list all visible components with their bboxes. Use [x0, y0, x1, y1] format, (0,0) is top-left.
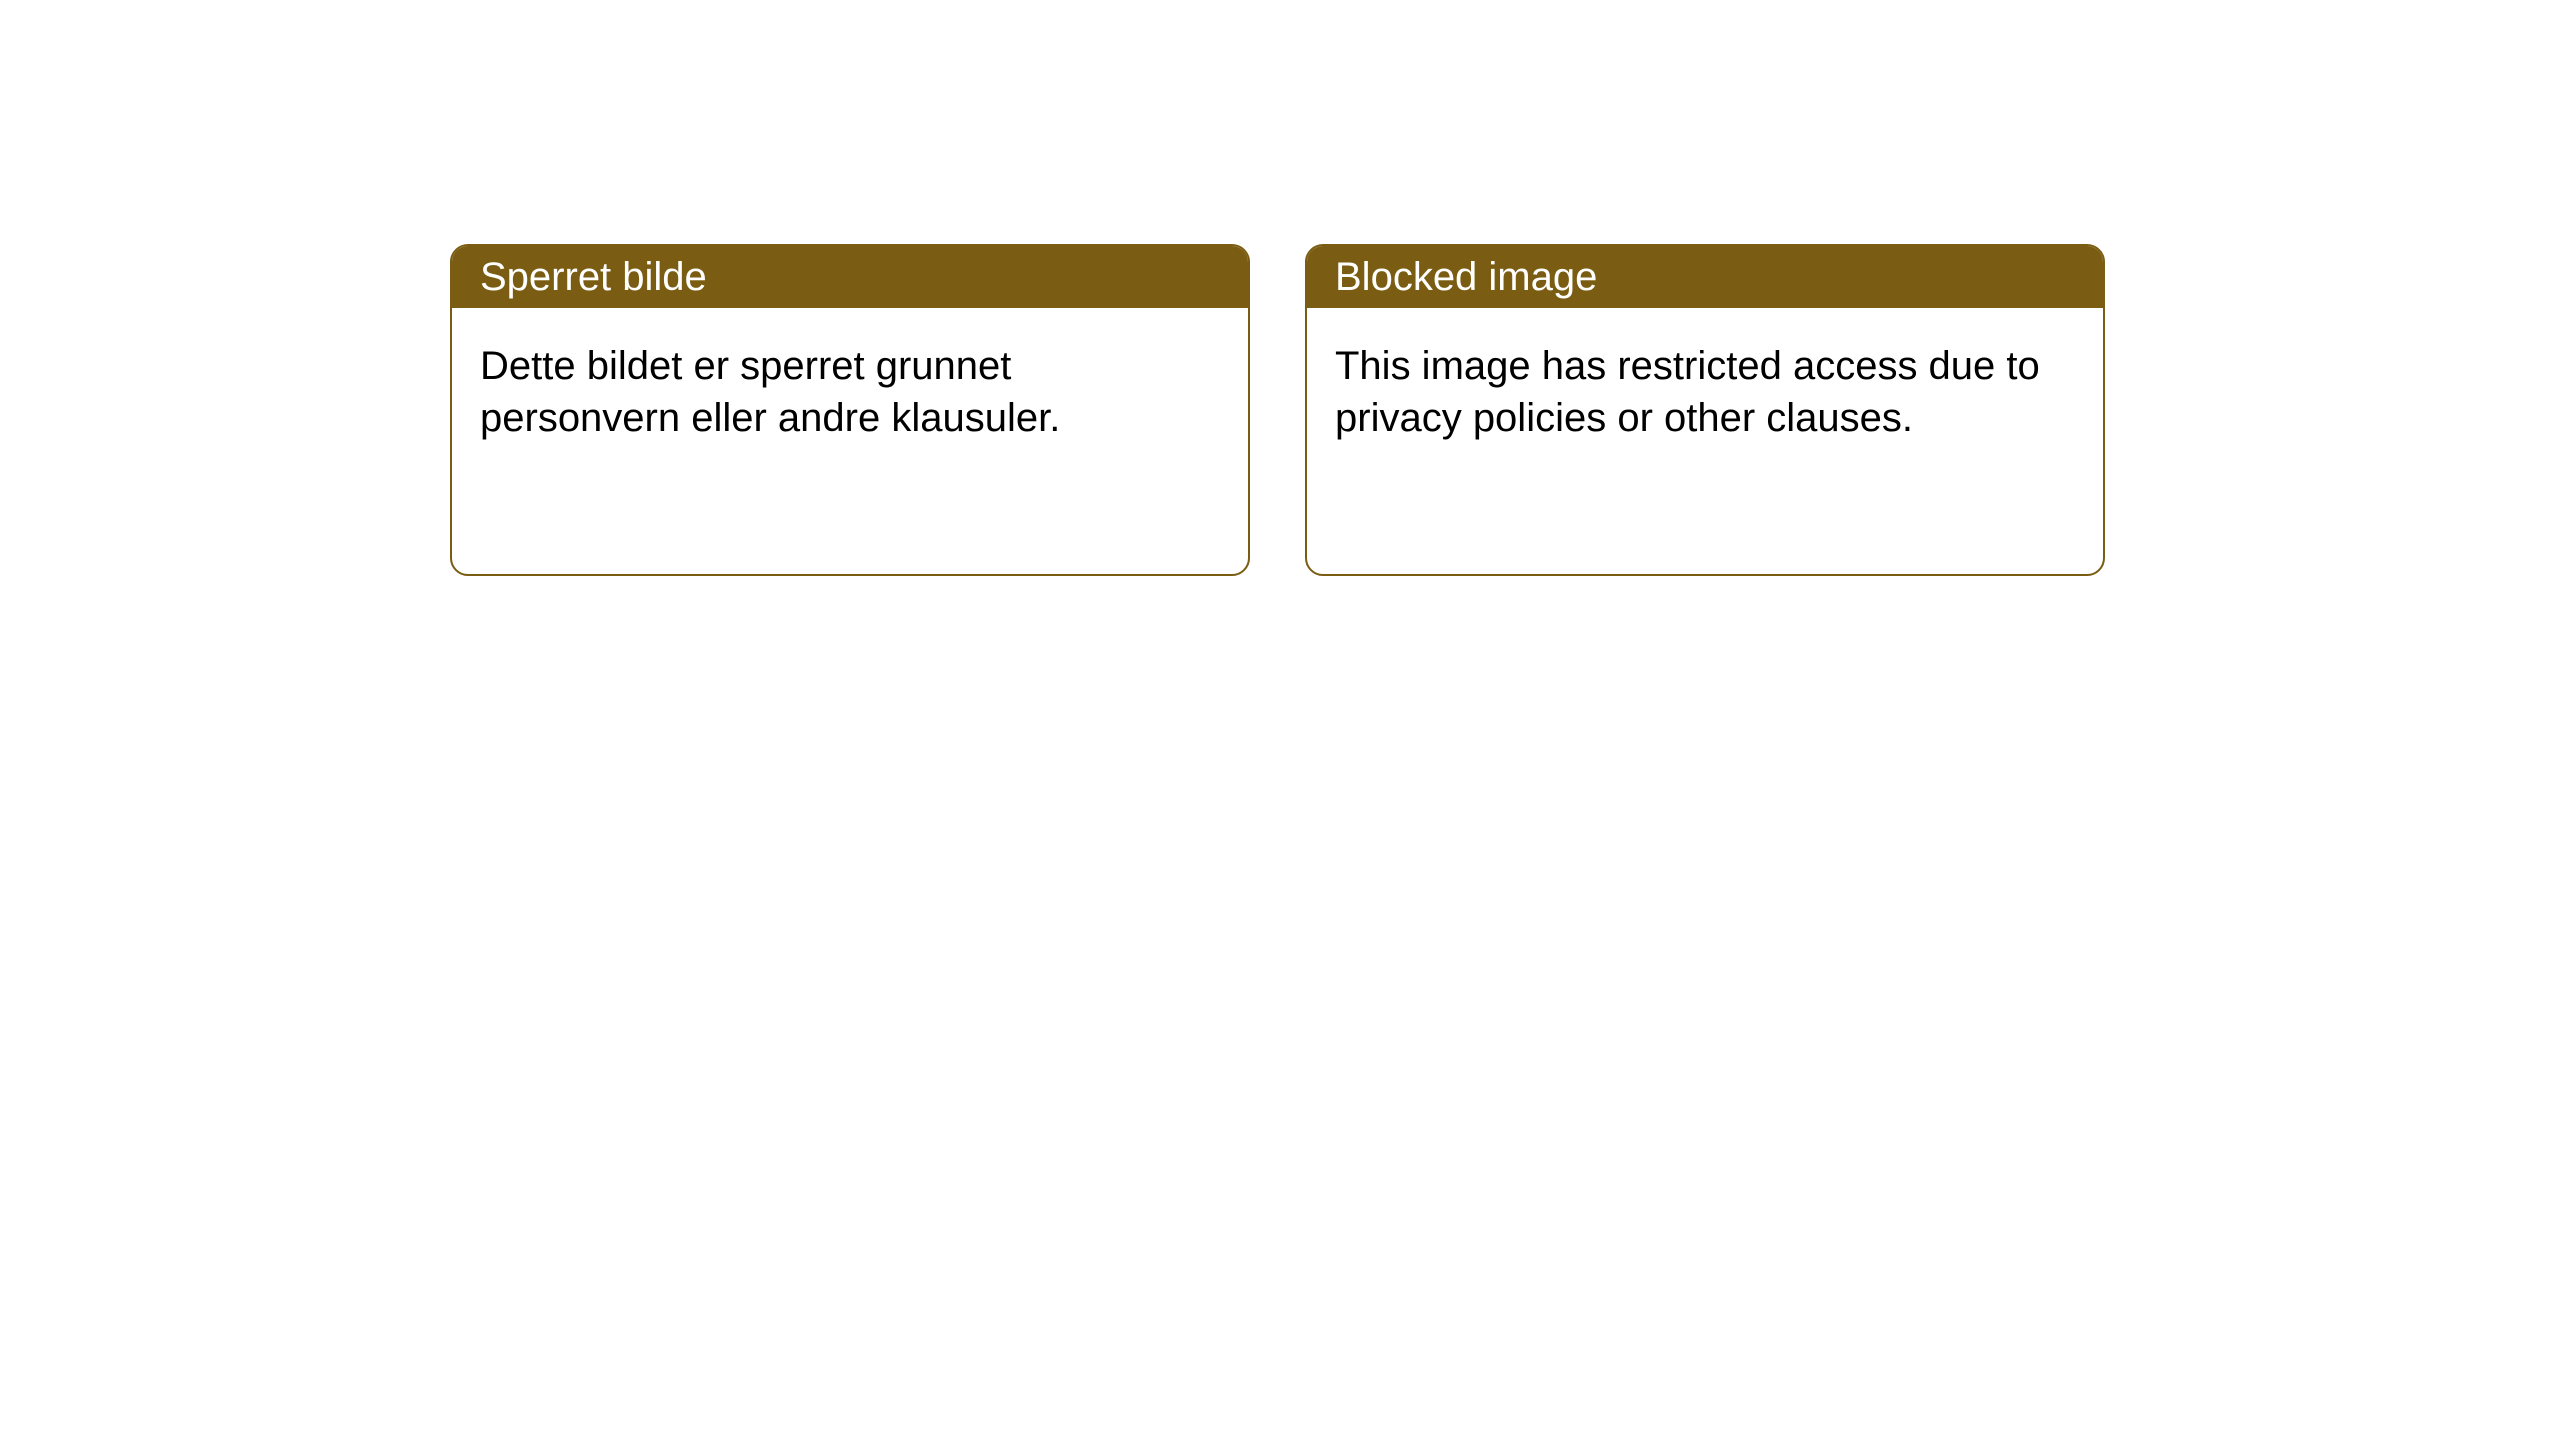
- notice-card-english: Blocked image This image has restricted …: [1305, 244, 2105, 576]
- notice-card-norwegian: Sperret bilde Dette bildet er sperret gr…: [450, 244, 1250, 576]
- notice-header: Blocked image: [1307, 246, 2103, 308]
- notice-header-text: Sperret bilde: [480, 255, 707, 300]
- notice-container: Sperret bilde Dette bildet er sperret gr…: [450, 244, 2105, 576]
- notice-body: Dette bildet er sperret grunnet personve…: [452, 308, 1248, 476]
- notice-body-text: This image has restricted access due to …: [1335, 344, 2040, 440]
- notice-header-text: Blocked image: [1335, 255, 1597, 300]
- notice-header: Sperret bilde: [452, 246, 1248, 308]
- notice-body-text: Dette bildet er sperret grunnet personve…: [480, 344, 1060, 440]
- notice-body: This image has restricted access due to …: [1307, 308, 2103, 476]
